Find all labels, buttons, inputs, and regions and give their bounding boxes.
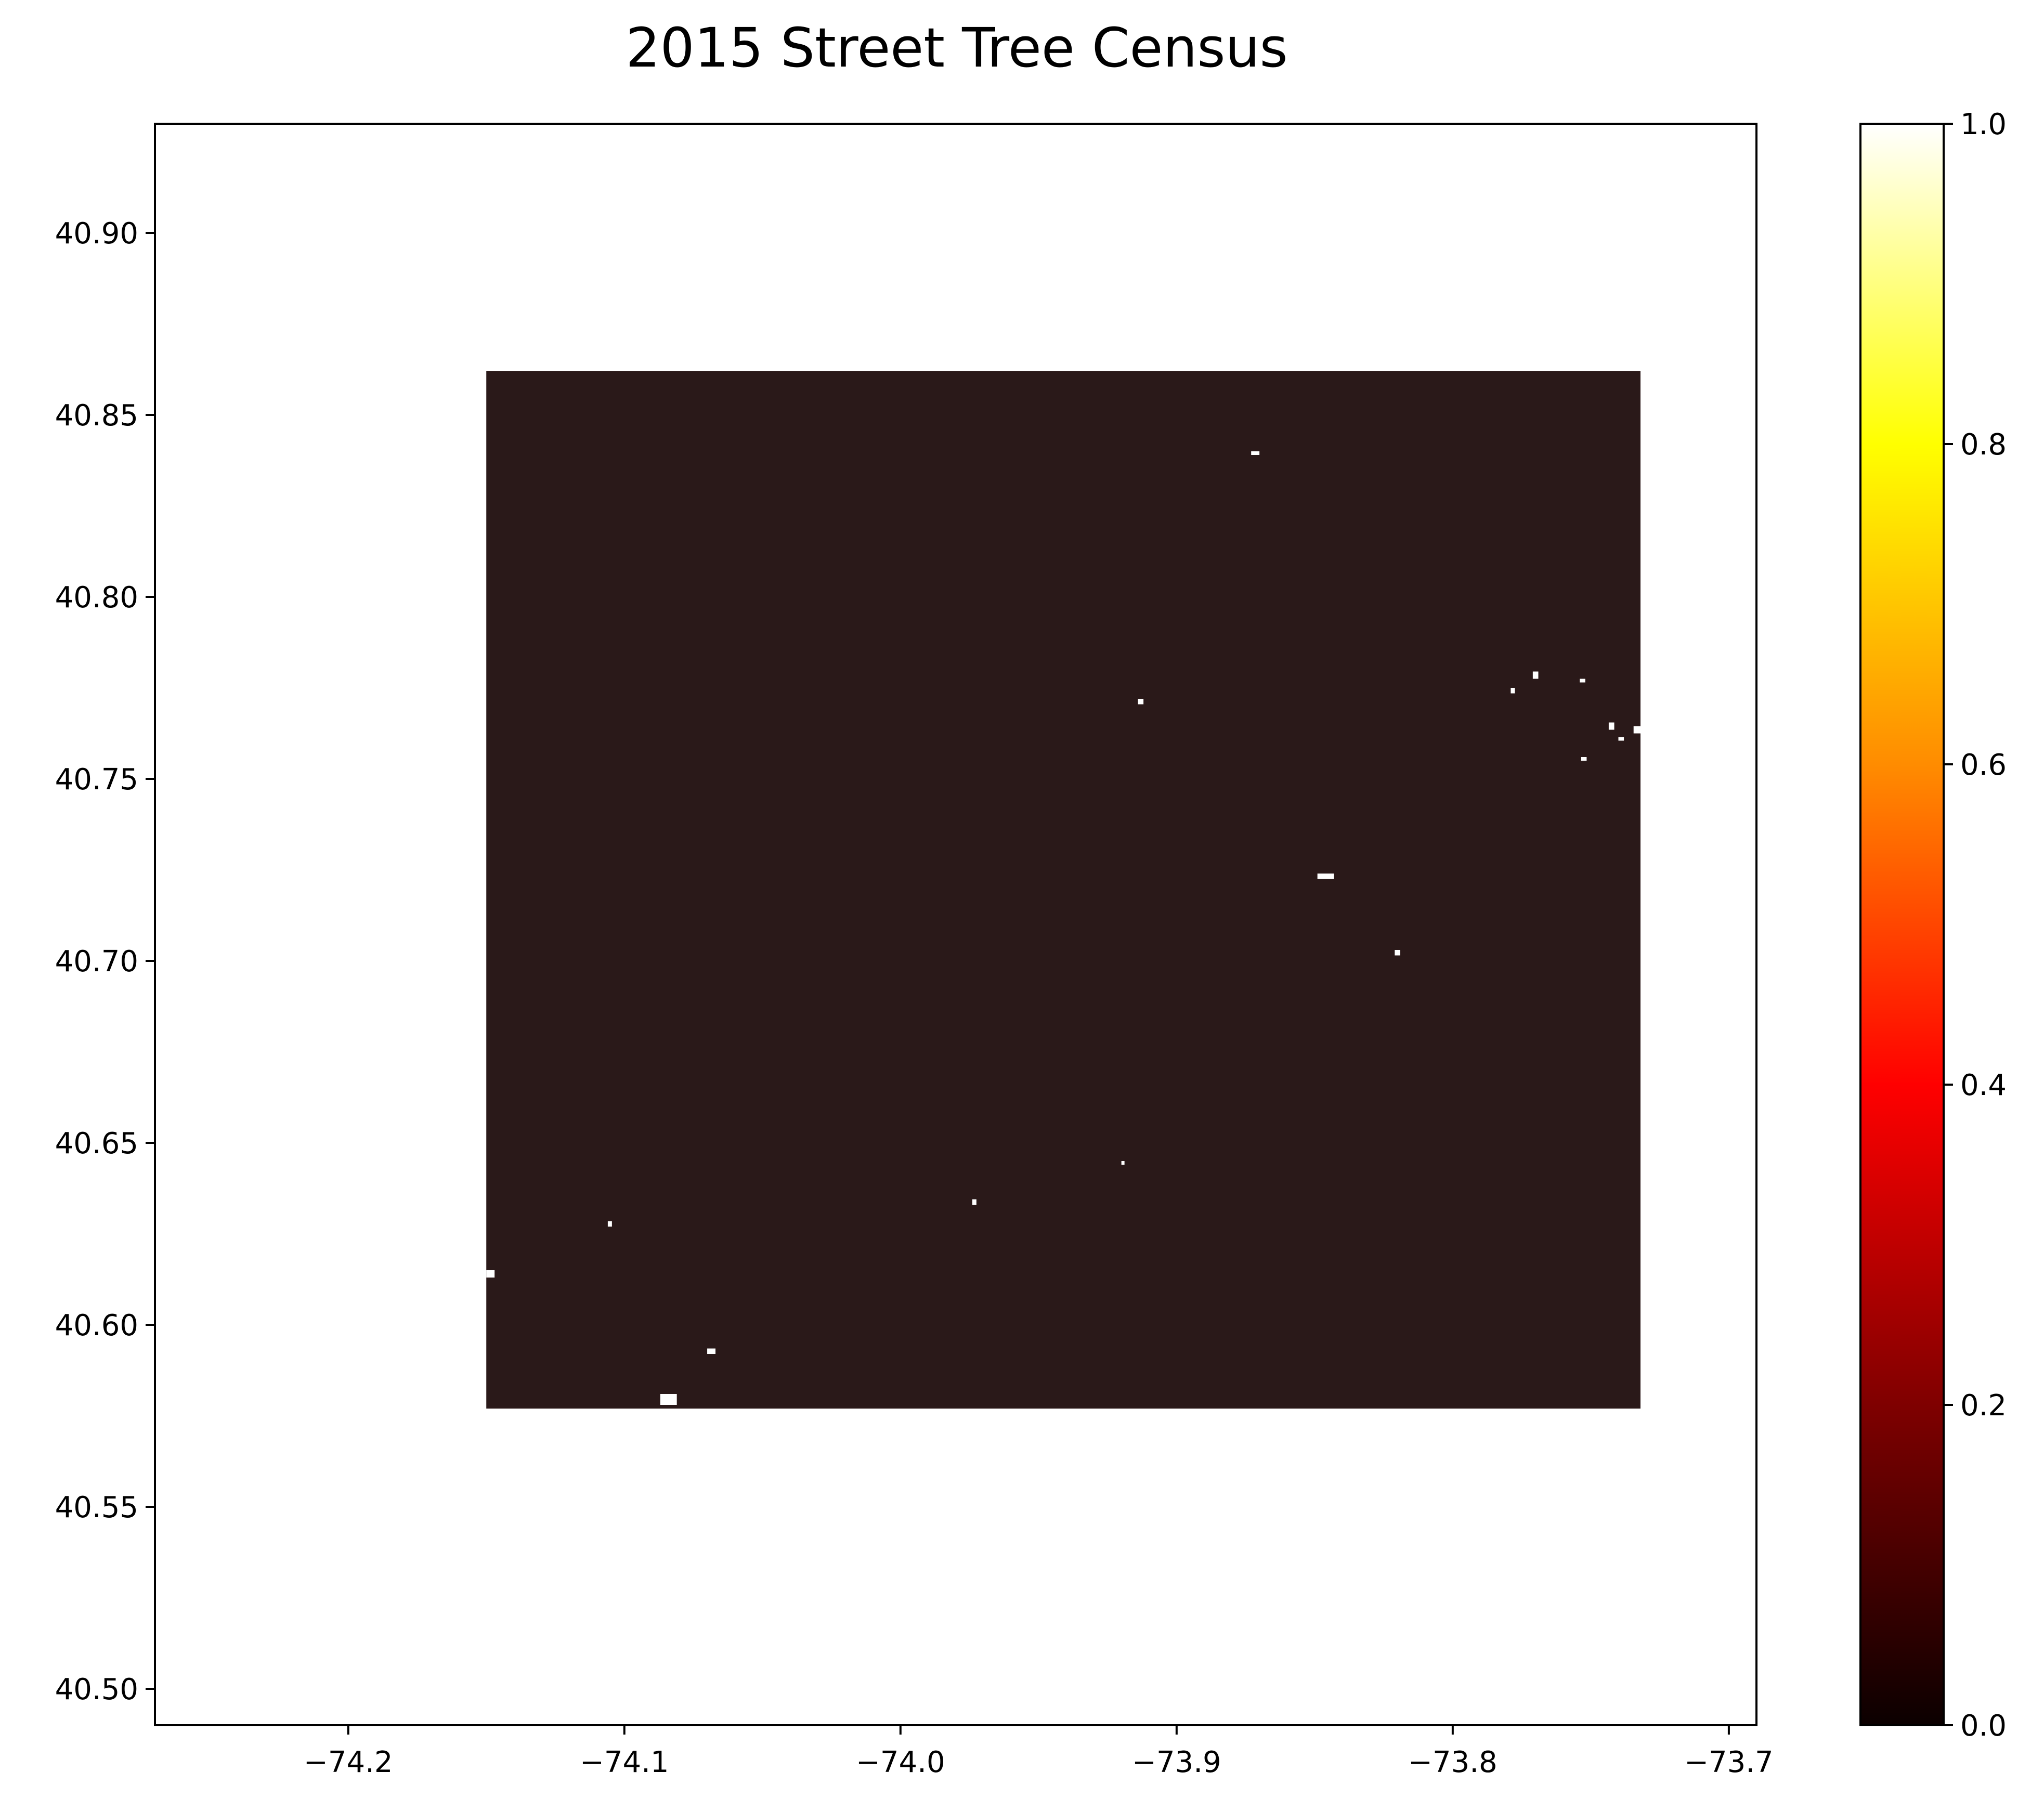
colorbar-tick-label: 0.8 <box>1960 428 2007 462</box>
colorbar-tick-label: 0.6 <box>1960 748 2007 782</box>
colorbar-tick-label: 0.4 <box>1960 1069 2007 1102</box>
x-tick-label: −73.9 <box>1132 1745 1221 1779</box>
heatmap-gap-cell <box>1608 722 1615 730</box>
heatmap-gap-cell <box>1580 679 1585 683</box>
y-tick-label: 40.85 <box>55 399 138 433</box>
heatmap-cells <box>486 371 1641 1409</box>
heatmap-gap-cell <box>1317 874 1334 879</box>
heatmap-gap-cell <box>607 1221 612 1227</box>
colorbar-tick-label: 0.2 <box>1960 1389 2007 1423</box>
y-tick-label: 40.50 <box>55 1673 138 1706</box>
heatmap-gap-cell <box>1138 699 1144 705</box>
heatmap-gap-cell <box>1251 451 1260 455</box>
y-tick-label: 40.65 <box>55 1127 138 1161</box>
x-tick-label: −74.0 <box>856 1745 945 1779</box>
heatmap-gap-cell <box>1121 1161 1125 1165</box>
colorbar-frame <box>1859 123 1945 1726</box>
y-tick-label: 40.70 <box>55 945 138 979</box>
heatmap-gap-cell <box>486 1270 495 1278</box>
y-tick-label: 40.60 <box>55 1309 138 1343</box>
plot-area <box>486 368 1642 1409</box>
x-tick-label: −74.1 <box>580 1745 669 1779</box>
x-tick-label: −73.8 <box>1408 1745 1498 1779</box>
heatmap-gap-cell <box>1395 950 1400 956</box>
y-tick-label: 40.90 <box>55 217 138 251</box>
heatmap-gap-cell <box>1633 726 1642 734</box>
colorbar-tick-label: 1.0 <box>1960 108 2007 141</box>
y-tick-label: 40.75 <box>55 763 138 797</box>
chart-title: 2015 Street Tree Census <box>626 16 1287 80</box>
heatmap-gap-cell <box>1511 688 1515 694</box>
heatmap-gap-cell <box>1532 671 1539 679</box>
x-tick-label: −74.2 <box>304 1745 393 1779</box>
plot-frame <box>154 123 1757 1726</box>
y-tick-label: 40.80 <box>55 581 138 615</box>
heatmap-gap-cell <box>707 1348 715 1354</box>
heatmap-gap-cell <box>972 1199 977 1205</box>
colorbar <box>1860 124 1944 1725</box>
x-tick-label: −73.7 <box>1684 1745 1774 1779</box>
y-tick-label: 40.55 <box>55 1491 138 1525</box>
heatmap-gap-cell <box>660 1394 677 1405</box>
heatmap-gap-cell <box>1581 757 1587 761</box>
heatmap-gap-cell <box>1618 737 1624 741</box>
colorbar-tick-label: 0.0 <box>1960 1709 2007 1743</box>
heatmap-gap-cell <box>1196 368 1199 371</box>
